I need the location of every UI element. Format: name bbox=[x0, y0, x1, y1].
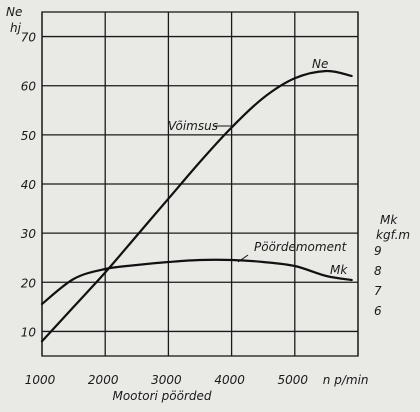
y-right-tick-8: 8 bbox=[374, 264, 382, 278]
y-right-unit: kgf.m bbox=[376, 228, 410, 242]
curves bbox=[40, 69, 353, 343]
labels: 10 20 30 40 50 60 70 9 8 7 6 1000 2000 3000 4000 5000 n … bbox=[6, 5, 410, 403]
y-left-symbol: Ne bbox=[6, 5, 22, 19]
y-left-unit: hj bbox=[10, 21, 22, 35]
y-right-tick-7: 7 bbox=[374, 284, 382, 298]
series-torque-leader bbox=[237, 254, 249, 263]
y-left-tick-60: 60 bbox=[21, 80, 37, 94]
x-axis-title: Mootori pöörded bbox=[112, 389, 211, 403]
series-torque-curve-label: Mk bbox=[330, 263, 348, 277]
y-right-tick-9: 9 bbox=[374, 244, 382, 258]
y-left-tick-30: 30 bbox=[21, 227, 37, 241]
y-left-tick-10: 10 bbox=[21, 325, 37, 339]
x-tick-3000: 3000 bbox=[151, 373, 182, 387]
series-power-curve-label: Ne bbox=[312, 57, 328, 71]
x-tick-5000: 5000 bbox=[278, 373, 309, 387]
y-left-tick-40: 40 bbox=[21, 178, 37, 192]
plot-frame bbox=[41, 11, 359, 357]
y-left-tick-70: 70 bbox=[21, 31, 37, 45]
y-right-tick-6: 6 bbox=[374, 304, 382, 318]
series-torque-line bbox=[40, 258, 353, 306]
grid bbox=[41, 11, 359, 357]
series-power-line bbox=[40, 69, 353, 343]
y-left-tick-50: 50 bbox=[21, 129, 37, 143]
x-unit-label: n p/min bbox=[323, 373, 369, 387]
x-tick-1000: 1000 bbox=[25, 373, 56, 387]
y-right-symbol: Mk bbox=[380, 213, 398, 227]
x-tick-4000: 4000 bbox=[214, 373, 245, 387]
series-torque-name: Pöördemoment bbox=[254, 240, 348, 254]
x-tick-2000: 2000 bbox=[88, 373, 119, 387]
series-power-name: Võimsus bbox=[168, 119, 218, 133]
y-left-tick-20: 20 bbox=[21, 276, 37, 290]
